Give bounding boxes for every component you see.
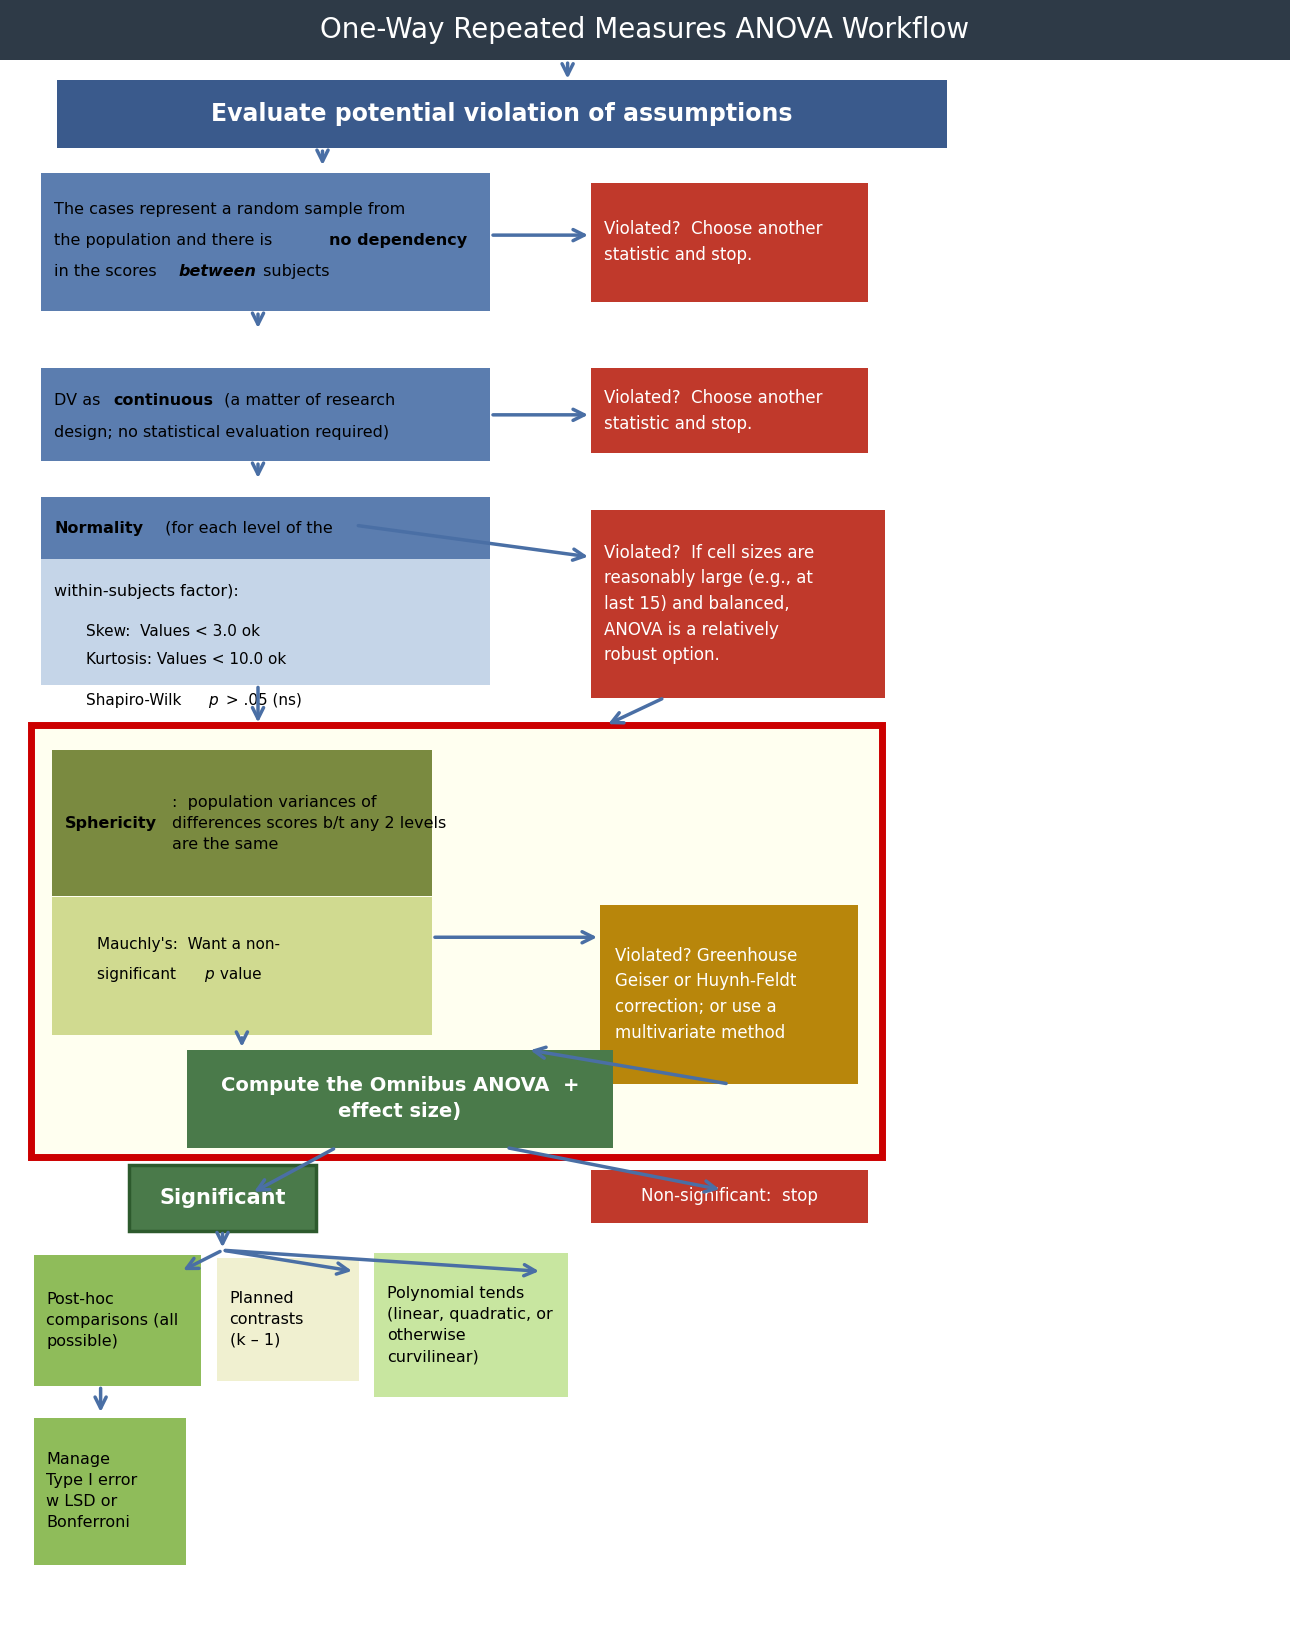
Text: Polynomial tends
(linear, quadratic, or
otherwise
curvilinear): Polynomial tends (linear, quadratic, or … [387,1286,552,1364]
Text: the population and there is: the population and there is [54,233,277,248]
Text: p: p [204,967,213,981]
Text: p: p [208,693,217,707]
FancyBboxPatch shape [600,905,858,1084]
FancyBboxPatch shape [52,897,432,1035]
Text: :  population variances of
differences scores b/t any 2 levels
are the same: : population variances of differences sc… [172,795,446,851]
Text: continuous: continuous [114,393,214,408]
Text: significant: significant [97,967,181,981]
Text: Manage
Type I error
w LSD or
Bonferroni: Manage Type I error w LSD or Bonferroni [46,1452,138,1531]
Text: > .05 (ns): > .05 (ns) [221,693,302,707]
FancyBboxPatch shape [34,1418,186,1565]
FancyBboxPatch shape [187,1050,613,1148]
Text: Planned
contrasts
(k – 1): Planned contrasts (k – 1) [230,1291,304,1348]
FancyBboxPatch shape [41,497,490,559]
Text: design; no statistical evaluation required): design; no statistical evaluation requir… [54,425,390,440]
Text: Compute the Omnibus ANOVA  +
effect size): Compute the Omnibus ANOVA + effect size) [221,1076,579,1121]
FancyBboxPatch shape [591,368,868,453]
Text: within-subjects factor):: within-subjects factor): [54,584,239,598]
FancyBboxPatch shape [41,559,490,685]
FancyBboxPatch shape [34,1255,201,1386]
Text: Violated? Greenhouse
Geiser or Huynh-Feldt
correction; or use a
multivariate met: Violated? Greenhouse Geiser or Huynh-Fel… [615,947,797,1042]
FancyBboxPatch shape [31,725,882,1157]
Text: Sphericity: Sphericity [64,815,156,831]
FancyBboxPatch shape [0,0,1290,60]
Text: Significant: Significant [159,1188,286,1208]
Text: Normality: Normality [54,520,143,536]
FancyBboxPatch shape [591,183,868,302]
FancyBboxPatch shape [591,510,885,698]
FancyBboxPatch shape [217,1258,359,1381]
FancyBboxPatch shape [41,173,490,311]
FancyBboxPatch shape [41,368,490,461]
Text: no dependency: no dependency [329,233,467,248]
FancyBboxPatch shape [591,1170,868,1222]
Text: Skew:  Values < 3.0 ok: Skew: Values < 3.0 ok [86,624,261,639]
Text: One-Way Repeated Measures ANOVA Workflow: One-Way Repeated Measures ANOVA Workflow [320,16,970,44]
Text: (a matter of research: (a matter of research [219,393,396,408]
Text: Post-hoc
comparisons (all
possible): Post-hoc comparisons (all possible) [46,1293,179,1348]
Text: The cases represent a random sample from: The cases represent a random sample from [54,202,405,217]
Text: in the scores: in the scores [54,264,163,279]
Text: Shapiro-Wilk: Shapiro-Wilk [86,693,187,707]
Text: subjects: subjects [258,264,329,279]
FancyBboxPatch shape [129,1165,316,1231]
FancyBboxPatch shape [52,750,432,897]
Text: Mauchly's:  Want a non-: Mauchly's: Want a non- [97,937,280,952]
FancyBboxPatch shape [374,1253,568,1397]
Text: value: value [215,967,262,981]
Text: Kurtosis: Values < 10.0 ok: Kurtosis: Values < 10.0 ok [86,652,286,667]
Text: Evaluate potential violation of assumptions: Evaluate potential violation of assumpti… [212,103,792,126]
Text: Non-significant:  stop: Non-significant: stop [641,1187,818,1206]
Text: Violated?  Choose another
statistic and stop.: Violated? Choose another statistic and s… [604,388,822,434]
Text: Violated?  Choose another
statistic and stop.: Violated? Choose another statistic and s… [604,220,822,264]
Text: DV as: DV as [54,393,106,408]
Text: Violated?  If cell sizes are
reasonably large (e.g., at
last 15) and balanced,
A: Violated? If cell sizes are reasonably l… [604,543,814,665]
Text: between: between [178,264,255,279]
Text: (for each level of the: (for each level of the [160,520,333,536]
FancyBboxPatch shape [57,80,947,148]
